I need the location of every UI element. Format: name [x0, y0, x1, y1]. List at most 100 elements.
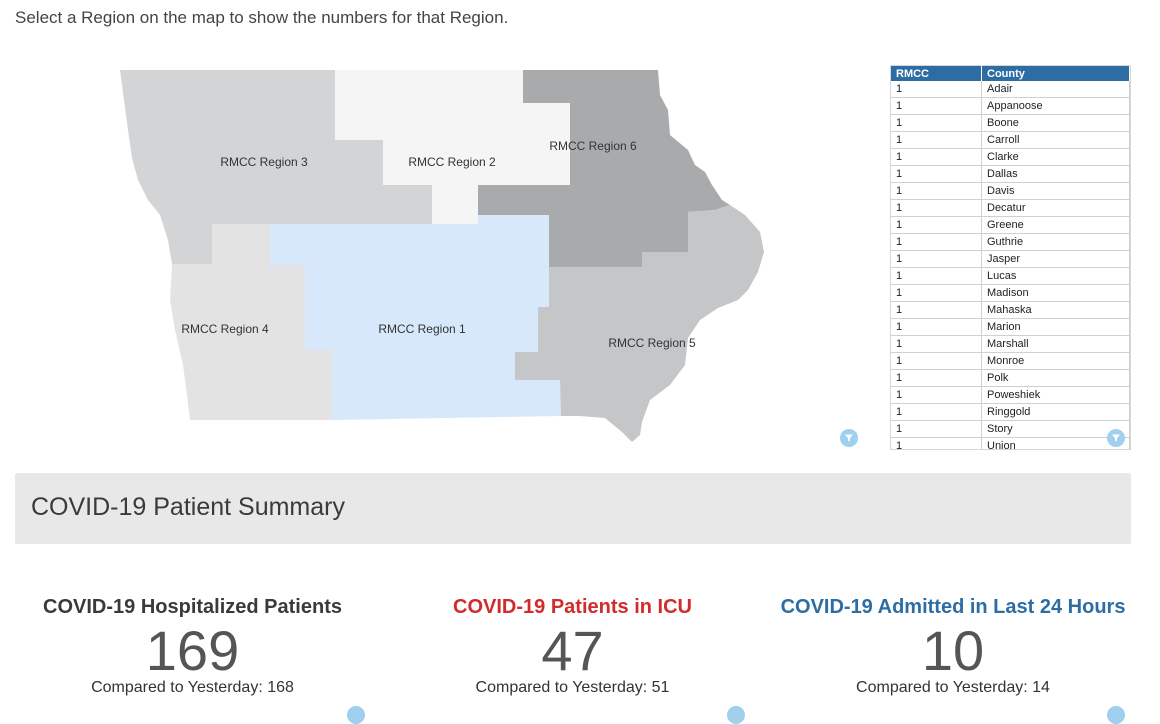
table-row[interactable]: 1 Decatur [891, 199, 1130, 217]
cell-county: Polk [981, 369, 1130, 387]
cell-county: Decatur [981, 199, 1130, 217]
cell-county: Marshall [981, 335, 1130, 353]
table-row[interactable]: 1 Madison [891, 284, 1130, 302]
map-region-3[interactable] [120, 70, 432, 264]
cell-county: Guthrie [981, 233, 1130, 251]
map-region-1[interactable] [270, 215, 561, 420]
cell-rmcc: 1 [891, 267, 982, 285]
kpi-icu-filter-icon[interactable] [727, 706, 745, 724]
map-region-5[interactable] [515, 205, 764, 442]
cell-rmcc: 1 [891, 199, 982, 217]
cell-county: Monroe [981, 352, 1130, 370]
cell-county: Mahaska [981, 301, 1130, 319]
kpi-icu-compare: Compared to Yesterday: 51 [475, 679, 670, 696]
cell-rmcc: 1 [891, 335, 982, 353]
region-label-4: RMCC Region 4 [181, 322, 269, 336]
cell-county: Marion [981, 318, 1130, 336]
region-map-svg: RMCC Region 3 RMCC Region 2 RMCC Region … [120, 70, 764, 442]
column-header-county[interactable]: County [981, 66, 1130, 81]
cell-rmcc: 1 [891, 250, 982, 268]
table-row[interactable]: 1 Poweshiek [891, 386, 1130, 404]
cell-rmcc: 1 [891, 81, 982, 98]
region-label-5: RMCC Region 5 [608, 336, 696, 350]
kpi-hospitalized-value: 169 [145, 619, 240, 682]
cell-county: Adair [981, 81, 1130, 98]
kpi-hospitalized-filter-icon[interactable] [347, 706, 365, 724]
kpi-hospitalized[interactable]: COVID-19 Hospitalized Patients 169 Compa… [30, 596, 355, 697]
cell-rmcc: 1 [891, 148, 982, 166]
kpi-icu-title: COVID-19 Patients in ICU [453, 596, 692, 618]
cell-county: Carroll [981, 131, 1130, 149]
table-row[interactable]: 1 Story [891, 420, 1130, 438]
kpi-admitted-title: COVID-19 Admitted in Last 24 Hours [780, 596, 1126, 618]
table-row[interactable]: 1 Appanoose [891, 97, 1130, 115]
table-filter-icon[interactable] [1107, 429, 1125, 447]
table-row[interactable]: 1 Marion [891, 318, 1130, 336]
cell-county: Union [981, 437, 1130, 449]
map-region-6[interactable] [478, 70, 730, 267]
table-row[interactable]: 1 Carroll [891, 131, 1130, 149]
kpi-admitted-value: 10 [921, 619, 985, 682]
region-label-2: RMCC Region 2 [408, 155, 496, 169]
table-row[interactable]: 1 Marshall [891, 335, 1130, 353]
cell-county: Dallas [981, 165, 1130, 183]
map-filter-icon[interactable] [840, 429, 858, 447]
cell-county: Clarke [981, 148, 1130, 166]
cell-rmcc: 1 [891, 369, 982, 387]
column-header-rmcc[interactable]: RMCC [891, 66, 982, 81]
region-label-3: RMCC Region 3 [220, 155, 308, 169]
cell-rmcc: 1 [891, 233, 982, 251]
table-row[interactable]: 1 Davis [891, 182, 1130, 200]
table-row[interactable]: 1 Union [891, 437, 1130, 449]
cell-rmcc: 1 [891, 403, 982, 421]
cell-rmcc: 1 [891, 352, 982, 370]
cell-rmcc: 1 [891, 114, 982, 132]
cell-rmcc: 1 [891, 301, 982, 319]
table-row[interactable]: 1 Mahaska [891, 301, 1130, 319]
county-table: RMCC County 1 Adair 1 Appanoose 1 Boone 1 Carro… [891, 66, 1130, 449]
cell-rmcc: 1 [891, 420, 982, 438]
county-table-container[interactable]: RMCC County 1 Adair 1 Appanoose 1 Boone 1 Carro… [890, 65, 1131, 450]
cell-county: Lucas [981, 267, 1130, 285]
patient-summary-header: COVID-19 Patient Summary [15, 473, 1131, 544]
instruction-text: Select a Region on the map to show the n… [15, 8, 509, 27]
cell-county: Boone [981, 114, 1130, 132]
table-row[interactable]: 1 Clarke [891, 148, 1130, 166]
cell-county: Ringgold [981, 403, 1130, 421]
cell-rmcc: 1 [891, 318, 982, 336]
kpi-admitted-filter-icon[interactable] [1107, 706, 1125, 724]
cell-rmcc: 1 [891, 437, 982, 449]
table-row[interactable]: 1 Greene [891, 216, 1130, 234]
kpi-icu[interactable]: COVID-19 Patients in ICU 47 Compared to … [420, 596, 725, 697]
table-header-row: RMCC County [891, 66, 1130, 81]
kpi-admitted-compare: Compared to Yesterday: 14 [856, 679, 1050, 696]
table-row[interactable]: 1 Monroe [891, 352, 1130, 370]
table-row[interactable]: 1 Guthrie [891, 233, 1130, 251]
cell-rmcc: 1 [891, 97, 982, 115]
patient-summary-title: COVID-19 Patient Summary [31, 493, 345, 521]
table-row[interactable]: 1 Jasper [891, 250, 1130, 268]
kpi-admitted-24h[interactable]: COVID-19 Admitted in Last 24 Hours 10 Co… [770, 596, 1136, 697]
map-region-4[interactable] [170, 224, 332, 420]
table-row[interactable]: 1 Dallas [891, 165, 1130, 183]
kpi-hospitalized-title: COVID-19 Hospitalized Patients [43, 596, 342, 618]
cell-rmcc: 1 [891, 182, 982, 200]
cell-county: Poweshiek [981, 386, 1130, 404]
region-label-6: RMCC Region 6 [549, 139, 637, 153]
cell-county: Davis [981, 182, 1130, 200]
cell-rmcc: 1 [891, 284, 982, 302]
cell-rmcc: 1 [891, 165, 982, 183]
cell-rmcc: 1 [891, 216, 982, 234]
cell-county: Appanoose [981, 97, 1130, 115]
cell-county: Madison [981, 284, 1130, 302]
region-label-1: RMCC Region 1 [378, 322, 466, 336]
county-table-body: 1 Adair 1 Appanoose 1 Boone 1 Carroll 1 Clarke 1 Da… [891, 81, 1130, 449]
map-region-2[interactable] [335, 70, 570, 224]
kpi-hospitalized-compare: Compared to Yesterday: 168 [91, 679, 294, 696]
table-row[interactable]: 1 Adair [891, 81, 1130, 98]
table-row[interactable]: 1 Lucas [891, 267, 1130, 285]
table-row[interactable]: 1 Boone [891, 114, 1130, 132]
cell-rmcc: 1 [891, 131, 982, 149]
table-row[interactable]: 1 Ringgold [891, 403, 1130, 421]
table-row[interactable]: 1 Polk [891, 369, 1130, 387]
